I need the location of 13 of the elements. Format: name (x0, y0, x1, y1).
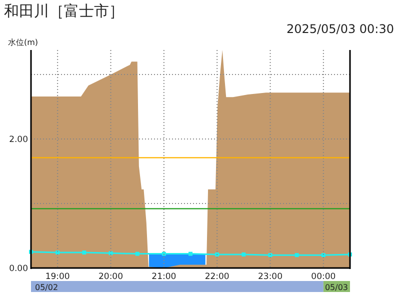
text: 05/03 (324, 283, 348, 292)
x-tick-label: 19:00 (45, 272, 70, 282)
text: 05/02 (35, 283, 58, 292)
y-axis-title: 水位(m) (8, 38, 38, 47)
chart-title: 和田川［富士市］ (4, 2, 124, 20)
y-tick-label: 2.00 (9, 135, 28, 146)
x-tick-label: 20:00 (98, 272, 123, 282)
x-tick-label: 21:00 (152, 272, 176, 282)
x-tick-label: 22:00 (204, 272, 230, 282)
x-tick-label: 23:00 (258, 272, 282, 282)
x-tick-label: 00:00 (311, 272, 336, 282)
y-tick-label: 0.00 (9, 264, 28, 274)
chart-subtitle: 2025/05/03 00:30 (286, 22, 394, 36)
